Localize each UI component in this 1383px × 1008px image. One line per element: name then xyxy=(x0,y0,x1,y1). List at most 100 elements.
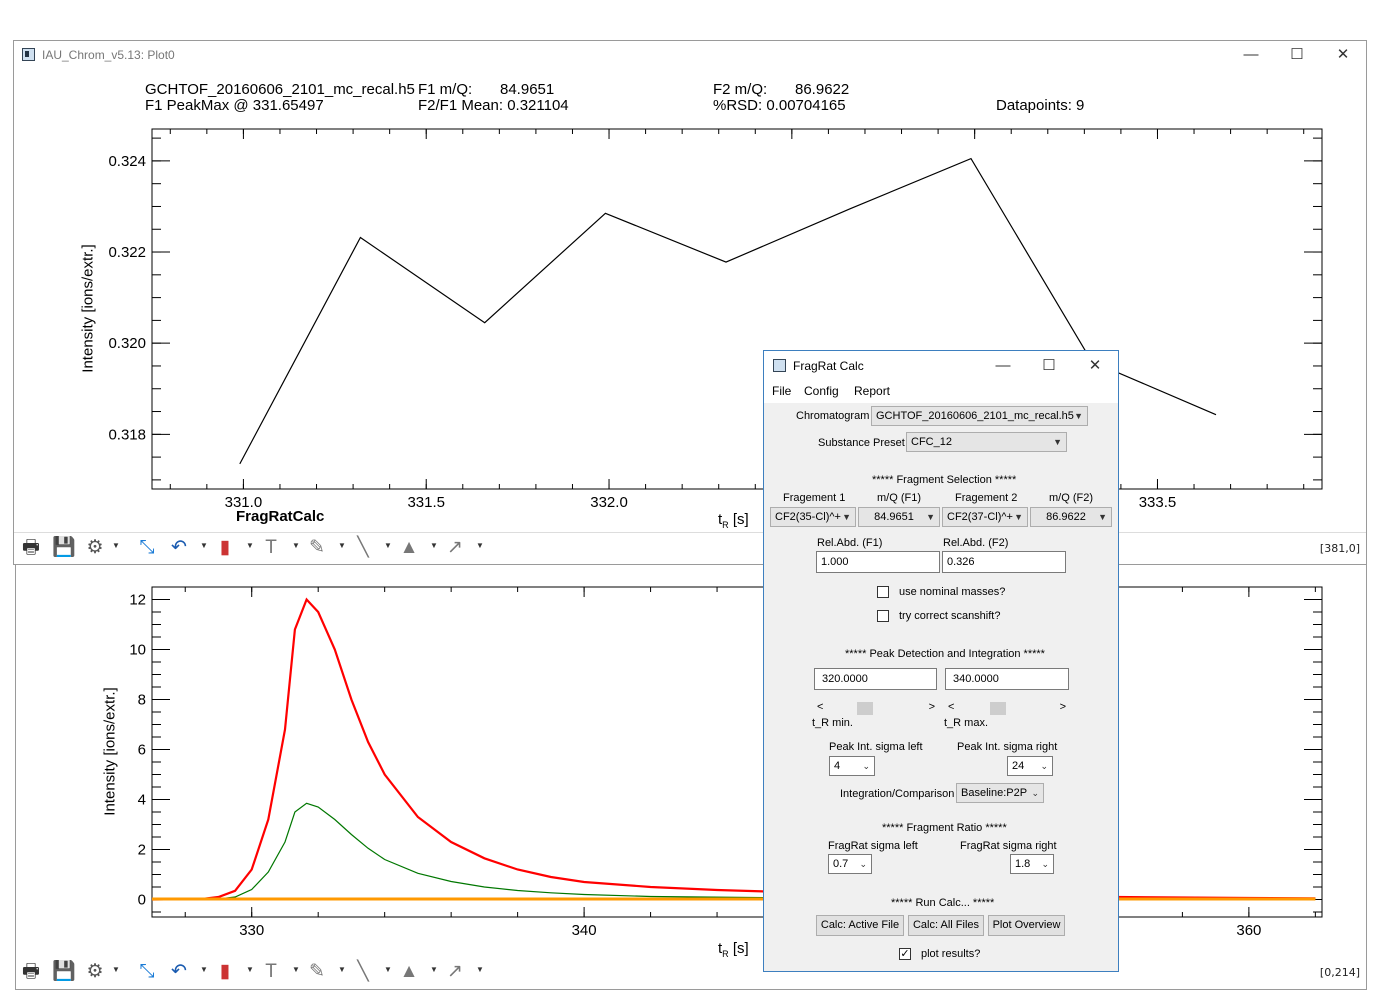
chevron-down-icon[interactable]: ▼ xyxy=(246,541,254,550)
chevron-left-icon[interactable]: < xyxy=(948,701,955,713)
tmin-slider-thumb[interactable] xyxy=(857,702,873,715)
chevron-down-icon: ▼ xyxy=(1014,512,1023,522)
calc-active-file-button[interactable]: Calc: Active File xyxy=(816,915,904,936)
bottom-y-axis-label: Intensity [ions/extr.] xyxy=(101,687,119,816)
sigma-left-label: Peak Int. sigma left xyxy=(829,741,923,753)
chevron-down-icon[interactable]: ▼ xyxy=(476,541,484,550)
frag2-label: Fragement 2 xyxy=(955,492,1018,504)
chromatogram-label: Chromatogram xyxy=(796,410,870,422)
top-x-axis-sub: R xyxy=(722,520,729,530)
chromatogram-select[interactable]: GCHTOF_20160606_2101_mc_recal.h5 ▼ xyxy=(871,406,1088,426)
chevron-right-icon[interactable]: > xyxy=(1059,701,1066,713)
top-coord-readout: [381,0] xyxy=(1319,542,1360,555)
minimize-button[interactable]: — xyxy=(1243,46,1259,63)
arrow-icon[interactable]: ↗ xyxy=(447,961,463,982)
path-icon[interactable]: ✎ xyxy=(309,961,325,982)
sigma-left-select[interactable]: 4 ⌄ xyxy=(829,756,875,776)
bottom-x-axis-unit: [s] xyxy=(728,940,749,957)
run-heading: ***** Run Calc... ***** xyxy=(891,897,995,909)
calc-all-files-button[interactable]: Calc: All Files xyxy=(908,915,984,936)
gear-icon[interactable]: ⚙ xyxy=(86,537,104,558)
close-button[interactable]: ✕ xyxy=(1336,46,1350,63)
x-tick-label: 332.0 xyxy=(590,494,628,511)
chevron-down-icon[interactable]: ▼ xyxy=(112,541,120,550)
chevron-down-icon[interactable]: ▼ xyxy=(338,541,346,550)
print-icon[interactable]: 🖶 xyxy=(22,961,40,982)
chevron-down-icon[interactable]: ▼ xyxy=(384,965,392,974)
undo-icon[interactable]: ↶ xyxy=(171,537,187,558)
fit-icon[interactable]: ⤡ xyxy=(139,961,155,982)
fr-left-select[interactable]: 0.7 ⌄ xyxy=(828,854,872,874)
triangle-icon[interactable]: ▲ xyxy=(399,537,419,558)
chevron-down-icon[interactable]: ▼ xyxy=(200,541,208,550)
chevron-down-icon[interactable]: ▼ xyxy=(292,965,300,974)
fit-icon[interactable]: ⤡ xyxy=(139,537,155,558)
triangle-icon[interactable]: ▲ xyxy=(399,961,419,982)
chevron-down-icon[interactable]: ▼ xyxy=(384,541,392,550)
maximize-button[interactable]: ☐ xyxy=(1290,46,1304,63)
y-tick-label: 12 xyxy=(129,592,146,609)
save-icon[interactable]: 💾 xyxy=(52,537,76,558)
text-icon[interactable]: T xyxy=(265,537,277,558)
chevron-down-icon[interactable]: ▼ xyxy=(476,965,484,974)
relabd2-input[interactable]: 0.326 xyxy=(942,551,1066,573)
menu-config[interactable]: Config xyxy=(804,384,839,398)
chevron-left-icon[interactable]: < xyxy=(817,701,824,713)
line-icon[interactable]: ╲ xyxy=(357,961,369,982)
integration-label: Integration/Comparison xyxy=(840,788,955,800)
plot-overview-button[interactable]: Plot Overview xyxy=(988,915,1065,936)
tmax-slider-thumb[interactable] xyxy=(990,702,1006,715)
frag2-select[interactable]: CF2(37-Cl)^+ ▼ xyxy=(942,507,1028,527)
frag1-select[interactable]: CF2(35-Cl)^+ ▼ xyxy=(770,507,856,527)
y-tick-label: 8 xyxy=(138,692,146,709)
preset-select[interactable]: CFC_12 ▼ xyxy=(906,432,1067,452)
chart-icon[interactable]: ▮ xyxy=(219,537,231,558)
dialog-maximize-button[interactable]: ☐ xyxy=(1042,357,1056,374)
menu-file[interactable]: File xyxy=(772,384,792,398)
fr-right-select[interactable]: 1.8 ⌄ xyxy=(1010,854,1054,874)
filename-text: GCHTOF_20160606_2101_mc_recal.h5 xyxy=(145,81,415,98)
preset-label: Substance Preset xyxy=(818,437,905,449)
plot-results-label: plot results? xyxy=(921,948,981,960)
chevron-down-icon: ▼ xyxy=(842,512,851,522)
tmax-slider[interactable]: < > xyxy=(948,701,1066,715)
text-icon[interactable]: T xyxy=(265,961,277,982)
undo-icon[interactable]: ↶ xyxy=(171,961,187,982)
fragrat-dialog: FragRat Calc — ☐ ✕ File Config Report Ch… xyxy=(763,350,1119,972)
dialog-close-button[interactable]: ✕ xyxy=(1088,357,1102,374)
scanshift-checkbox[interactable] xyxy=(877,610,889,622)
plot-results-checkbox[interactable]: ✓ xyxy=(899,948,911,960)
chevron-right-icon[interactable]: > xyxy=(928,701,935,713)
integration-select[interactable]: Baseline:P2P ⌄ xyxy=(956,783,1044,803)
chevron-down-icon[interactable]: ▼ xyxy=(430,541,438,550)
tmin-slider[interactable]: < > xyxy=(817,701,935,715)
dialog-titlebar[interactable]: FragRat Calc — ☐ ✕ xyxy=(764,351,1118,381)
dialog-minimize-button[interactable]: — xyxy=(995,357,1011,374)
mq2-select[interactable]: 86.9622 ▼ xyxy=(1030,507,1112,527)
path-icon[interactable]: ✎ xyxy=(309,537,325,558)
chevron-down-icon[interactable]: ▼ xyxy=(292,541,300,550)
print-icon[interactable]: 🖶 xyxy=(22,537,40,558)
chevron-down-icon[interactable]: ▼ xyxy=(112,965,120,974)
menu-report[interactable]: Report xyxy=(854,384,891,398)
dialog-app-icon xyxy=(773,359,786,372)
chevron-down-icon: ▼ xyxy=(1098,512,1107,522)
line-icon[interactable]: ╲ xyxy=(357,537,369,558)
chevron-down-icon[interactable]: ▼ xyxy=(430,965,438,974)
tmax-input[interactable]: 340.0000 xyxy=(945,668,1069,690)
tmin-input[interactable]: 320.0000 xyxy=(814,668,937,690)
save-icon[interactable]: 💾 xyxy=(52,961,76,982)
y-tick-label: 2 xyxy=(138,842,146,859)
sigma-right-select[interactable]: 24 ⌄ xyxy=(1007,756,1053,776)
chevron-down-icon[interactable]: ▼ xyxy=(338,965,346,974)
relabd1-input[interactable]: 1.000 xyxy=(816,551,940,573)
y-tick-label: 10 xyxy=(129,642,146,659)
chart-icon[interactable]: ▮ xyxy=(219,961,231,982)
chevron-down-icon[interactable]: ▼ xyxy=(246,965,254,974)
chevron-down-icon[interactable]: ▼ xyxy=(200,965,208,974)
mq1-select[interactable]: 84.9651 ▼ xyxy=(858,507,940,527)
gear-icon[interactable]: ⚙ xyxy=(86,961,104,982)
plot-window-titlebar[interactable]: IAU_Chrom_v5.13: Plot0 — ☐ ✕ xyxy=(14,41,1366,69)
nominal-checkbox[interactable] xyxy=(877,586,889,598)
arrow-icon[interactable]: ↗ xyxy=(447,537,463,558)
